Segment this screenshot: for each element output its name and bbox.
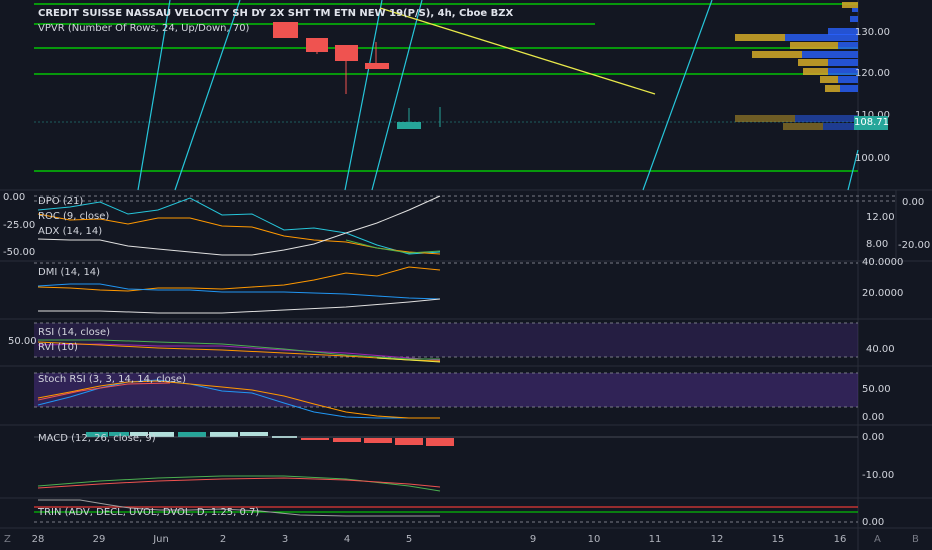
adx-dmi-line [38, 298, 441, 314]
roc-line [37, 197, 441, 255]
macd-label[interactable]: MACD (12, 26, close, 9) [38, 433, 156, 444]
p4-right-tick: 0.00 [862, 412, 885, 423]
dmi-plus-line [37, 266, 441, 292]
x-tick: 10 [587, 534, 601, 545]
x-tick: 28 [31, 534, 45, 545]
p1-far-tick: -20.00 [898, 240, 931, 251]
dmi-pane [34, 262, 858, 314]
horizontal-levels [34, 3, 858, 172]
dpo-label[interactable]: DPO (21) [38, 196, 84, 207]
stoch-rsi-pane [34, 372, 858, 419]
adx-label[interactable]: ADX (14, 14) [38, 226, 103, 237]
price-tick: 110.00 [830, 110, 890, 121]
p2-right-tick: 40.0000 [862, 257, 904, 268]
rsi-pane [34, 322, 858, 363]
auto-scale-button[interactable]: A [874, 534, 881, 545]
green-line-1 [345, 239, 441, 254]
macd-pane [34, 432, 858, 492]
x-tick: 16 [833, 534, 847, 545]
trin-line [38, 499, 440, 517]
x-tick: 11 [648, 534, 662, 545]
volume-profile [735, 2, 858, 130]
p5-right-tick: -10.00 [862, 470, 895, 481]
dmi-label[interactable]: DMI (14, 14) [38, 267, 101, 278]
candle [306, 38, 328, 52]
p3-right-tick: 40.00 [866, 344, 895, 355]
p1-left-tick: -50.00 [3, 247, 36, 258]
x-tick: 9 [529, 534, 537, 545]
adx-line [37, 195, 441, 256]
price-tick: 120.00 [855, 68, 890, 79]
chart-title: CREDIT SUISSE NASSAU VELOCITY SH DY 2X S… [38, 8, 514, 19]
x-tick: 4 [343, 534, 351, 545]
trin-label[interactable]: TRIN (ADV, DECL, UVOL, DVOL, D, 1.25, 0.… [38, 507, 260, 518]
p4-right-tick: 50.00 [862, 384, 891, 395]
last-price-tag: 108.71 [854, 116, 889, 130]
dpo-roc-adx-pane [34, 195, 896, 256]
stoch-d-line [37, 380, 440, 419]
candle [397, 122, 421, 129]
candles [273, 22, 441, 129]
price-tick: 100.00 [855, 153, 890, 164]
x-tick: 29 [92, 534, 106, 545]
x-tick: 3 [281, 534, 289, 545]
p1-far-tick: 0.00 [902, 197, 925, 208]
x-tick: 15 [771, 534, 785, 545]
zoom-toggle[interactable]: Z [4, 534, 11, 545]
trin-pane [34, 499, 858, 523]
x-tick: 12 [710, 534, 724, 545]
p1-right-tick: 12.00 [866, 212, 895, 223]
x-tick: 2 [219, 534, 227, 545]
dmi-minus-line [37, 283, 441, 300]
roc-label[interactable]: ROC (9, close) [38, 211, 110, 222]
cyan-trendlines [137, 0, 859, 191]
p3-left-tick: 50.00 [8, 336, 37, 347]
p1-left-tick: -25.00 [3, 220, 36, 231]
price-tick: 130.00 [855, 27, 890, 38]
candle [273, 22, 298, 38]
p1-left-tick: 0.00 [3, 192, 26, 203]
log-scale-button[interactable]: B [912, 534, 919, 545]
signal-line [37, 477, 441, 489]
macd-line [37, 475, 441, 492]
p6-right-tick: 0.00 [862, 517, 885, 528]
yellow-trendline [379, 7, 656, 95]
p5-right-tick: 0.00 [862, 432, 885, 443]
rsi-line [37, 343, 441, 361]
rsi-label[interactable]: RSI (14, close) [38, 327, 111, 338]
vpvr-label[interactable]: VPVR (Number Of Rows, 24, Up/Down, 70) [38, 23, 250, 34]
p2-right-tick: 20.0000 [862, 288, 904, 299]
x-tick: 5 [405, 534, 413, 545]
candle [335, 45, 358, 61]
p1-right-tick: 8.00 [866, 239, 889, 250]
x-tick: Jun [153, 534, 169, 545]
candle [365, 63, 389, 69]
stoch-rsi-label[interactable]: Stoch RSI (3, 3, 14, 14, close) [38, 374, 186, 385]
rvi-label[interactable]: RVI (10) [38, 342, 78, 353]
